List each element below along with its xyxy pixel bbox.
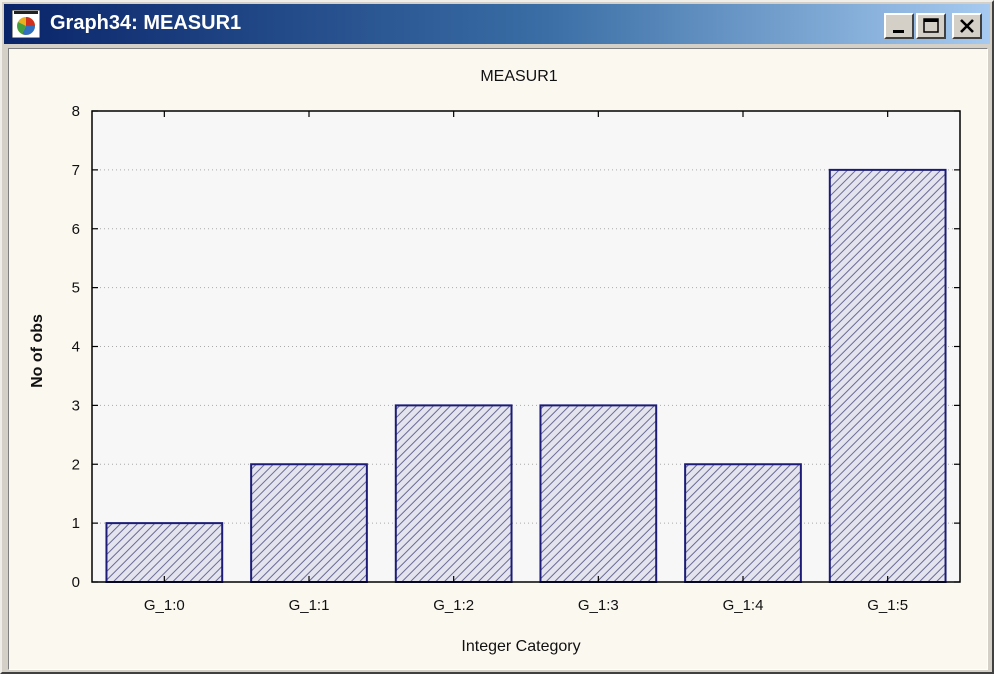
maximize-button[interactable]: [916, 13, 946, 39]
minimize-button[interactable]: [884, 13, 914, 39]
y-tick-label: 0: [72, 574, 80, 591]
bar-g-1-3[interactable]: [539, 404, 658, 583]
x-tick-label: G_1:3: [578, 597, 619, 614]
y-tick-label: 6: [72, 221, 80, 238]
bar-g-1-1[interactable]: [250, 463, 368, 583]
window-title: Graph34: MEASUR1: [50, 12, 242, 34]
chart-title: MEASUR1: [480, 68, 557, 85]
close-icon: [960, 19, 974, 33]
maximize-icon: [923, 18, 939, 33]
bar-g-1-2[interactable]: [394, 404, 513, 583]
bar-g-1-4[interactable]: [684, 463, 802, 583]
y-tick-label: 7: [72, 162, 80, 179]
x-tick-label: G_1:2: [433, 597, 474, 614]
y-tick-label: 3: [72, 397, 80, 414]
y-axis-label: No of obs: [29, 314, 46, 388]
minimize-icon: [893, 30, 904, 33]
y-tick-label: 5: [72, 280, 80, 297]
x-tick-label: G_1:4: [723, 597, 764, 614]
x-tick-label: G_1:0: [144, 597, 185, 614]
y-tick-label: 4: [72, 339, 80, 356]
title-bar[interactable]: Graph34: MEASUR1: [4, 4, 990, 44]
x-axis-label: Integer Category: [461, 638, 580, 655]
graph-app-icon[interactable]: [12, 10, 40, 38]
x-tick-label: G_1:1: [289, 597, 330, 614]
graph-client-area: MEASUR1 No of obs Integer Category 0 1 2 3 4…: [8, 48, 988, 670]
bar-g-1-0[interactable]: [105, 522, 224, 583]
close-button[interactable]: [952, 13, 982, 39]
bar-chart: MEASUR1 No of obs Integer Category 0 1 2 3 4…: [29, 68, 961, 655]
y-tick-label: 2: [72, 456, 80, 473]
bar-g-1-5[interactable]: [828, 168, 947, 583]
plot-frame: [91, 110, 961, 583]
y-tick-label: 8: [72, 103, 80, 120]
x-tick-label: G_1:5: [867, 597, 908, 614]
y-tick-label: 1: [72, 515, 80, 532]
